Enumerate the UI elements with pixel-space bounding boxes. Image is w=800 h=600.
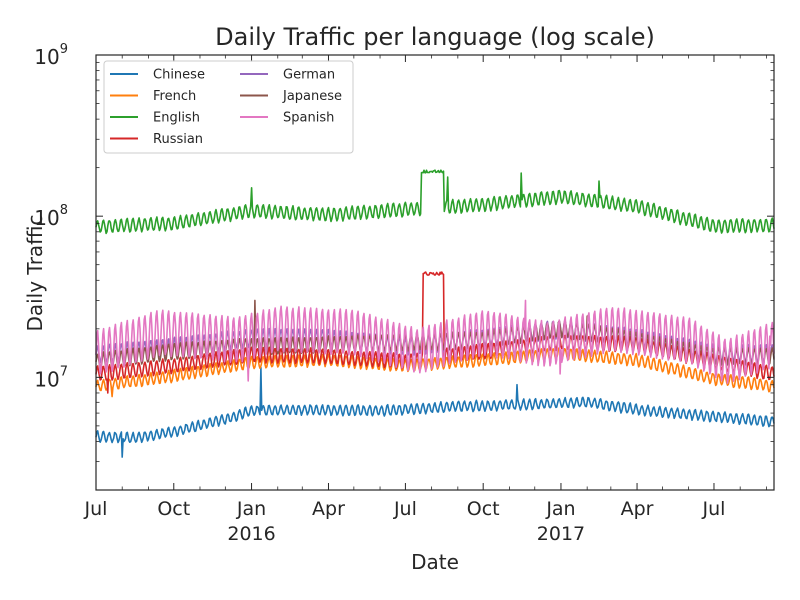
x-tick-label: Jul [393, 498, 417, 520]
x-tick-label: Oct [157, 498, 190, 520]
y-axis-label: Daily Traffic [23, 214, 47, 331]
series-line-chinese [95, 366, 775, 458]
series-line-english [95, 169, 775, 235]
legend-label-japanese: Japanese [282, 89, 342, 104]
x-tick-label: Jan [545, 498, 575, 520]
series-layer [95, 169, 775, 458]
legend: Chinese French English Russian German Japanes… [103, 60, 354, 154]
x-tick-label: Jul [702, 498, 726, 520]
y-tick-label: 108 [34, 203, 68, 230]
axis-layer: 107 108 109 Jul Oct Jan 2016 Apr Jul Oct Jan 2017 Ap… [34, 42, 775, 545]
x-tick-label: Jan [236, 498, 266, 520]
legend-label-french: French [153, 89, 196, 104]
series-line-french [95, 346, 775, 398]
x-tick-label: Oct [467, 498, 500, 520]
legend-label-german: German [283, 68, 335, 83]
chart-title: Daily Traffic per language (log scale) [215, 23, 655, 51]
legend-label-spanish: Spanish [283, 111, 334, 126]
x-tick-year-label: 2016 [227, 523, 275, 545]
y-tick-label: 109 [34, 42, 68, 69]
x-tick-label: Apr [312, 498, 345, 520]
legend-label-chinese: Chinese [153, 68, 205, 83]
series-line-spanish [95, 299, 775, 384]
plot-frame [95, 54, 775, 491]
legend-label-russian: Russian [153, 132, 203, 147]
y-tick-label: 107 [34, 364, 68, 391]
x-tick-year-label: 2017 [537, 523, 585, 545]
legend-box [103, 60, 354, 154]
legend-label-english: English [153, 111, 200, 126]
x-tick-label: Apr [621, 498, 654, 520]
x-tick-label: Jul [84, 498, 108, 520]
x-axis-label: Date [411, 550, 459, 574]
